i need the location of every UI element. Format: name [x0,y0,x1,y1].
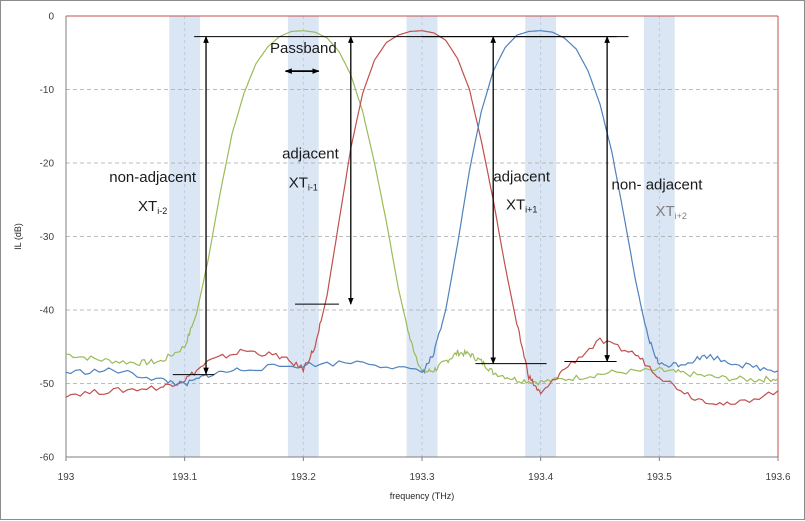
x-tick-label: 193.5 [647,472,672,483]
x-axis-label: frequency (THz) [390,491,455,501]
y-tick-label: -60 [40,453,55,464]
annotation-text: Passband [270,40,337,57]
annotation-nonadj2_line2: XTi+2 [655,203,686,221]
y-tick-label: -10 [40,85,55,96]
y-tick-label: -20 [40,159,55,170]
y-tick-label: -30 [40,232,55,243]
annotation-text: XT [138,198,157,215]
y-axis-label: IL (dB) [13,223,23,250]
series-line-blue [65,30,779,387]
annotation-nonadj1_line1: non-adjacent [109,169,197,186]
annotation-text: XT [289,174,308,191]
annotation-subscript: i+1 [525,204,537,214]
reference-lines [172,36,629,376]
x-tick-label: 193.6 [765,472,790,483]
annotation-adj1_line1: adjacent [282,146,340,163]
y-tick-label: 0 [48,12,54,23]
x-tick-label: 193.3 [409,472,434,483]
annotation-adj2_line2: XTi+1 [506,196,537,214]
annotation-text: adjacent [493,168,551,185]
annotation-subscript: i+2 [675,211,687,221]
x-tick-label: 193 [58,472,75,483]
annotation-passband: Passband [270,40,337,57]
annotation-text: non- adjacent [612,176,704,193]
annotation-adj1_line2: XTi-1 [289,174,318,192]
x-tick-label: 193.1 [172,472,197,483]
y-tick-label: -50 [40,379,55,390]
x-tick-label: 193.2 [291,472,316,483]
arrows [203,35,610,375]
annotations: PassbandadjacentXTi-1non-adjacentXTi-2ad… [109,40,703,221]
annotation-text: adjacent [282,146,340,163]
y-tick-label: -40 [40,306,55,317]
annotation-nonadj1_line2: XTi-2 [138,198,167,216]
annotation-text: XT [506,196,525,213]
annotation-nonadj2_line1: non- adjacent [612,176,704,193]
annotation-text: XT [655,203,674,220]
annotation-subscript: i-2 [157,206,167,216]
annotation-subscript: i-1 [308,182,318,192]
series-line-green [65,30,779,386]
x-tick-label: 193.4 [528,472,553,483]
annotation-text: non-adjacent [109,169,197,186]
annotation-adj2_line1: adjacent [493,168,551,185]
